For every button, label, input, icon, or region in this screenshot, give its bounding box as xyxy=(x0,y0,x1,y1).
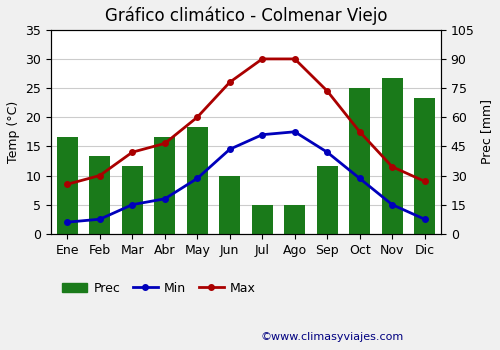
Bar xyxy=(57,136,78,234)
Bar xyxy=(349,88,370,234)
Bar xyxy=(90,156,110,234)
Y-axis label: Temp (°C): Temp (°C) xyxy=(7,101,20,163)
Y-axis label: Prec [mm]: Prec [mm] xyxy=(480,99,493,164)
Bar xyxy=(414,98,435,234)
Title: Gráfico climático - Colmenar Viejo: Gráfico climático - Colmenar Viejo xyxy=(105,7,387,26)
Bar xyxy=(219,175,240,234)
Bar xyxy=(252,205,273,234)
Bar xyxy=(122,166,143,234)
Text: ©www.climasyviajes.com: ©www.climasyviajes.com xyxy=(260,332,403,342)
Bar xyxy=(316,166,338,234)
Bar xyxy=(382,78,402,234)
Legend: Prec, Min, Max: Prec, Min, Max xyxy=(58,277,261,300)
Bar xyxy=(186,127,208,234)
Bar xyxy=(284,205,306,234)
Bar xyxy=(154,136,176,234)
